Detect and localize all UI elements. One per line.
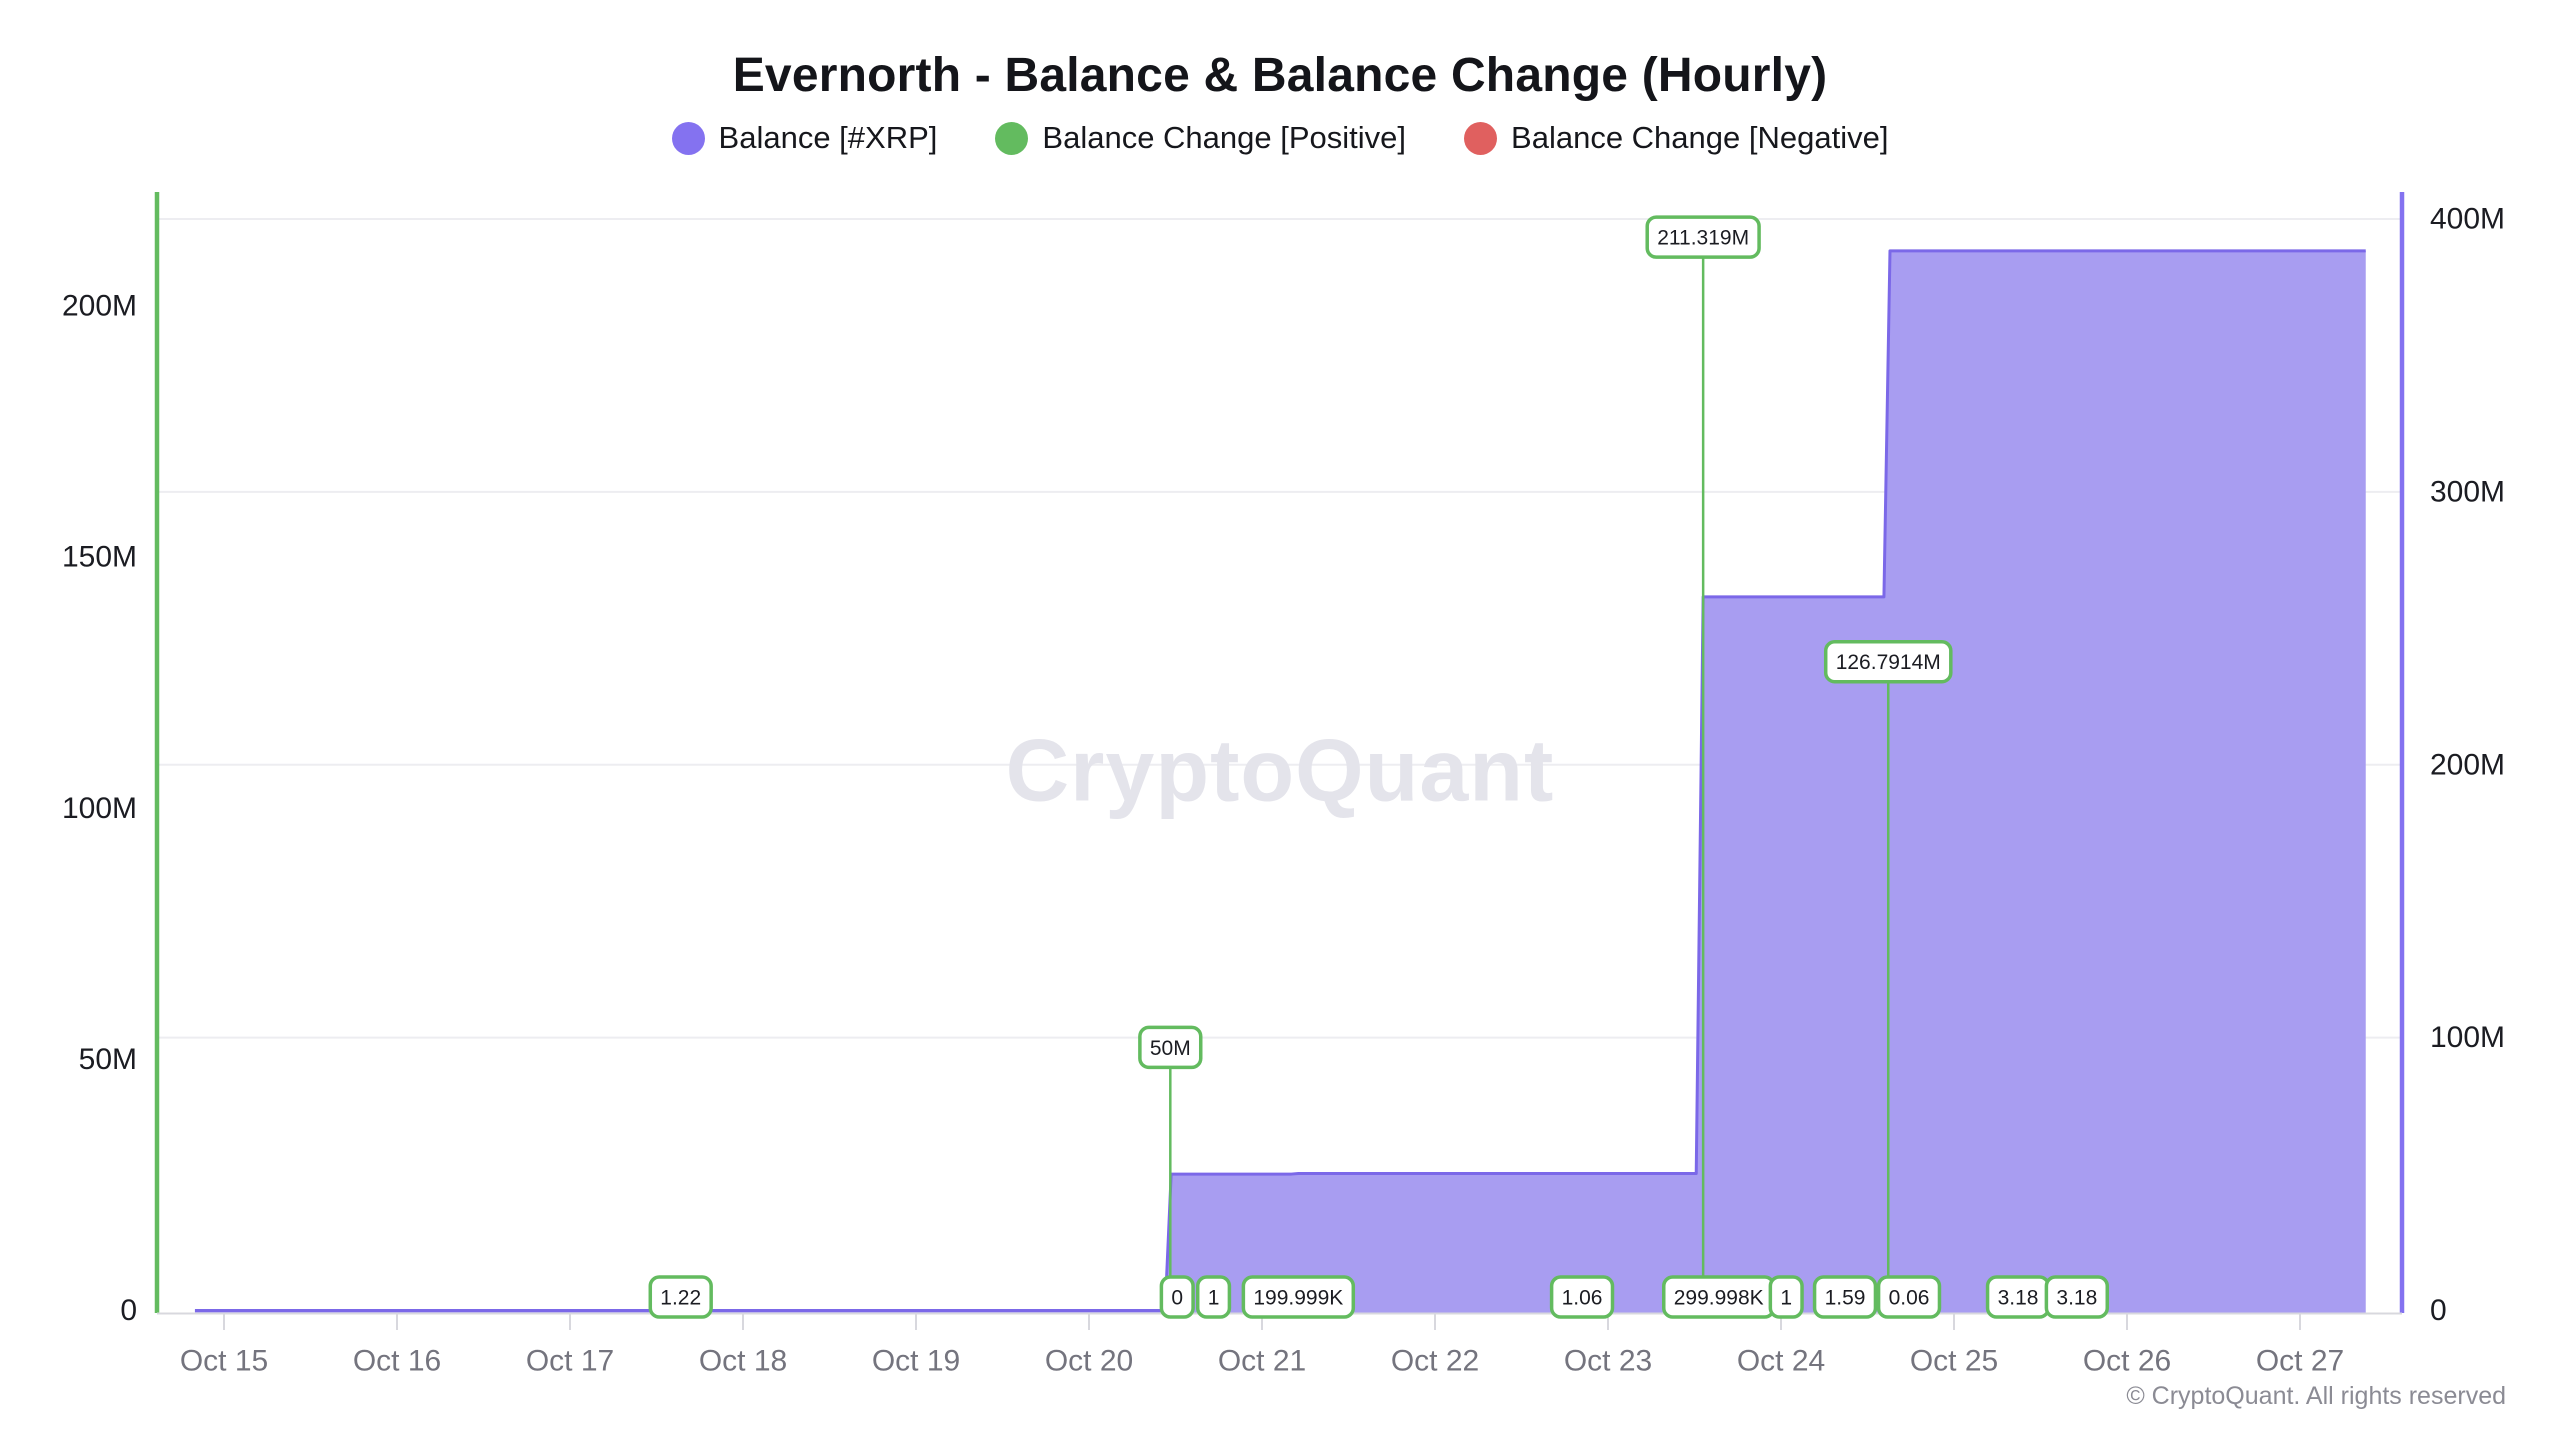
x-tick-label: Oct 25 [1910, 1345, 1998, 1378]
value-label: 0 [1171, 1287, 1183, 1310]
legend-label-balance: Balance [#XRP] [718, 120, 938, 155]
value-label-box [1549, 1275, 1615, 1319]
x-tick-label: Oct 21 [1218, 1345, 1306, 1378]
value-label-box [1876, 1275, 1942, 1319]
x-tick-label: Oct 23 [1564, 1345, 1652, 1378]
value-label-box [2044, 1275, 2110, 1319]
x-tick-label: Oct 17 [526, 1345, 614, 1378]
value-label-box [1768, 1275, 1804, 1319]
right-tick-label: 0 [2430, 1294, 2447, 1327]
legend-label-balance-change-negative: Balance Change [Negative] [1511, 120, 1889, 155]
value-label-box [1159, 1275, 1195, 1319]
left-tick-label: 50M [79, 1043, 137, 1076]
value-label: 199.999K [1253, 1287, 1343, 1310]
right-tick-label: 100M [2430, 1021, 2505, 1054]
x-tick-label: Oct 24 [1737, 1345, 1825, 1378]
balance-line [194, 249, 2366, 1312]
x-tick-label: Oct 19 [872, 1345, 960, 1378]
balance-area [194, 250, 2366, 1313]
value-label: 126.7914M [1836, 651, 1941, 674]
value-label: 299.998K [1674, 1287, 1764, 1310]
balance-swatch-icon [671, 121, 705, 155]
right-tick-label: 400M [2430, 203, 2505, 236]
value-label-box [1823, 639, 1953, 684]
legend-item-balance[interactable]: Balance [#XRP] [671, 120, 938, 156]
value-label: 50M [1150, 1037, 1191, 1060]
value-label-box [1195, 1275, 1232, 1319]
watermark: CryptoQuant [1006, 721, 1555, 820]
legend-item-balance-change-negative[interactable]: Balance Change [Negative] [1464, 120, 1888, 156]
x-tick-label: Oct 15 [180, 1345, 268, 1378]
value-label-box [1645, 215, 1761, 259]
value-label-box [1241, 1275, 1356, 1319]
balance-change-positive-swatch-icon [995, 121, 1029, 155]
x-tick-label: Oct 18 [699, 1345, 787, 1378]
value-label: 211.319M [1657, 227, 1749, 250]
left-tick-label: 0 [120, 1294, 137, 1327]
legend-item-balance-change-positive[interactable]: Balance Change [Positive] [995, 120, 1406, 156]
right-tick-label: 200M [2430, 748, 2505, 781]
legend-label-balance-change-positive: Balance Change [Positive] [1042, 120, 1407, 155]
value-label: 1 [1780, 1287, 1792, 1310]
x-tick-label: Oct 27 [2256, 1345, 2344, 1378]
left-tick-label: 200M [62, 290, 137, 323]
x-tick-label: Oct 20 [1045, 1345, 1133, 1378]
left-tick-label: 100M [62, 792, 137, 825]
value-label: 0.06 [1889, 1287, 1930, 1310]
value-label: 1.59 [1825, 1287, 1866, 1310]
x-tick-label: Oct 26 [2083, 1345, 2171, 1378]
value-label: 3.18 [2056, 1287, 2097, 1310]
copyright-notice: © CryptoQuant. All rights reserved [2126, 1382, 2506, 1410]
chart-title: Evernorth - Balance & Balance Change (Ho… [732, 49, 1828, 102]
x-tick-label: Oct 22 [1391, 1345, 1479, 1378]
value-label-box [1138, 1025, 1203, 1070]
value-label: 1.06 [1562, 1287, 1603, 1310]
x-tick-label: Oct 16 [353, 1345, 441, 1378]
value-label: 3.18 [1998, 1287, 2039, 1310]
balance-change-negative-swatch-icon [1464, 121, 1498, 155]
left-tick-label: 150M [62, 541, 137, 574]
value-label-box [1812, 1275, 1878, 1319]
value-label-box [648, 1275, 713, 1319]
right-tick-label: 300M [2430, 475, 2505, 508]
value-label: 1 [1208, 1287, 1220, 1310]
legend: Balance [#XRP] Balance Change [Positive]… [0, 120, 2560, 156]
value-label: 1.22 [660, 1287, 701, 1310]
